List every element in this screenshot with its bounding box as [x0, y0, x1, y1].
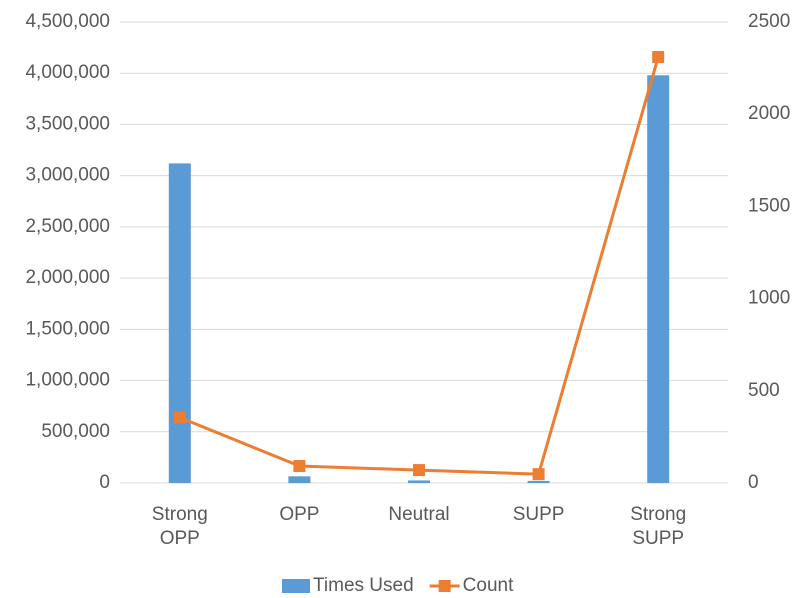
bar	[408, 480, 430, 483]
y-tick-label: 2,000,000	[25, 267, 110, 288]
x-tick-label: Strong OPP	[151, 504, 208, 549]
y2-tick-label: 1500	[748, 195, 790, 216]
y-tick-label: 4,000,000	[25, 62, 110, 83]
x-tick-label: OPP	[279, 504, 320, 525]
y2-tick-label: 0	[748, 472, 759, 493]
legend-label: Count	[463, 575, 514, 596]
y2-tick-label: 2500	[748, 11, 790, 32]
line-marker	[173, 411, 186, 424]
y2-tick-label: 2000	[748, 103, 790, 124]
y-tick-label: 2,500,000	[25, 216, 110, 237]
y2-tick-label: 500	[748, 380, 780, 401]
bar	[647, 75, 670, 483]
y-tick-label: 1,500,000	[25, 318, 110, 339]
y-tick-label: 1,000,000	[25, 370, 110, 391]
y-tick-label: 500,000	[41, 421, 110, 442]
y-tick-label: 3,000,000	[25, 165, 110, 186]
x-tick-label: Neutral	[388, 504, 450, 525]
line-marker	[532, 468, 545, 481]
legend-label: Times Used	[313, 575, 414, 596]
bar	[288, 476, 311, 483]
y-tick-label: 4,500,000	[25, 11, 110, 32]
x-tick-label: Strong SUPP	[630, 504, 687, 549]
line-marker	[652, 51, 665, 64]
bar	[168, 163, 191, 483]
y2-tick-label: 1000	[748, 288, 790, 309]
y-tick-label: 3,500,000	[25, 113, 110, 134]
x-tick-label: SUPP	[512, 504, 565, 525]
legend-swatch	[438, 580, 451, 592]
bar	[527, 480, 550, 483]
line-marker	[293, 460, 306, 473]
line-marker	[413, 464, 425, 477]
legend-swatch	[282, 579, 310, 593]
y-tick-label: 0	[99, 472, 110, 493]
line	[179, 56, 660, 476]
